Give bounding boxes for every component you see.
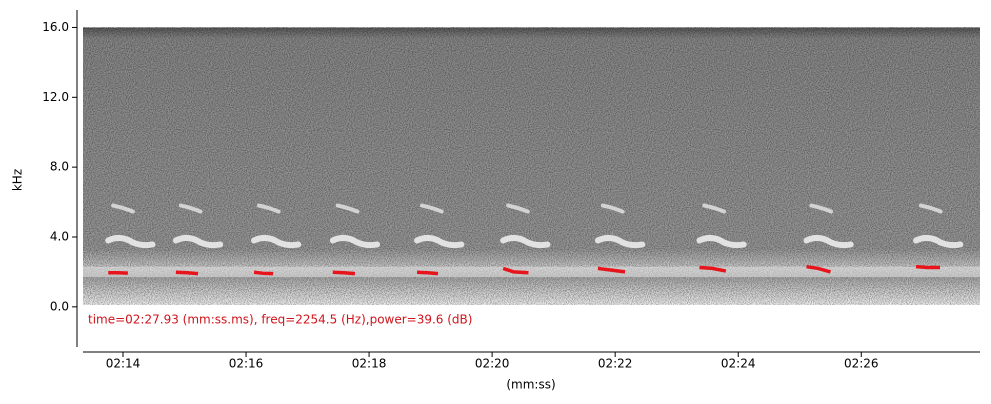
y-tick-label: 4.0 [50,229,69,243]
harmonic-streak [178,203,203,214]
harmonic-streak [251,234,302,249]
x-tick-label: 02:24 [721,357,756,371]
harmonic-streak [335,203,360,214]
spectrogram-image [83,27,980,305]
harmonic-streak [500,234,551,249]
y-tick-label: 12.0 [42,90,69,104]
x-tick-label: 02:14 [106,357,141,371]
spectrogram-noise [83,27,980,305]
harmonic-streak [803,234,854,249]
harmonic-streak [414,234,465,249]
low-band [83,266,980,278]
y-tick-label: 16.0 [42,20,69,34]
x-tick-label: 02:16 [229,357,264,371]
harmonic-streak [696,234,747,249]
harmonic-streak [256,203,281,214]
harmonic-streak [329,234,381,249]
y-tick-label: 0.0 [50,299,69,313]
x-tick-label: 02:26 [844,357,879,371]
harmonic-streak [172,234,224,249]
x-tick-label: 02:22 [598,357,633,371]
harmonic-streak [506,203,530,214]
x-axis-label: (mm:ss) [506,378,555,392]
harmonic-streak [918,203,943,214]
x-tick-label: 02:18 [352,357,387,371]
y-tick-label: 8.0 [50,160,69,174]
harmonic-streak [600,203,625,214]
harmonic-streak [594,234,646,249]
harmonic-streak [419,203,444,214]
y-axis-label: kHz [11,169,25,191]
harmonic-streak [809,203,834,214]
pitch-track [108,264,941,276]
harmonic-streak [111,203,135,214]
harmonic-streak [105,234,156,249]
x-tick-label: 02:20 [475,357,510,371]
cursor-readout: time=02:27.93 (mm:ss.ms), freq=2254.5 (H… [88,313,472,327]
harmonic-streak [702,203,727,214]
harmonic-streak [913,234,964,249]
